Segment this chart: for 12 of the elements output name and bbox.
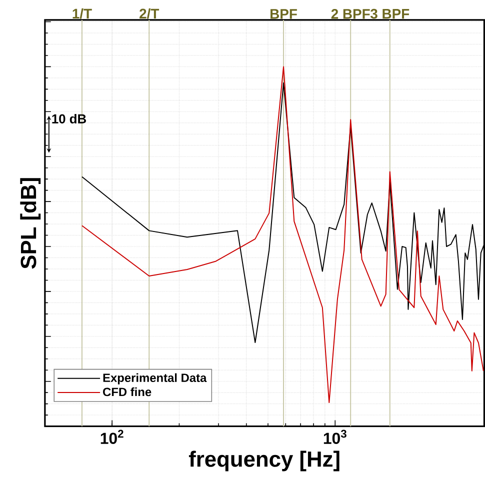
annotation: 10 dB xyxy=(52,114,86,124)
legend-label: CFD fine xyxy=(103,387,152,396)
ref-line-label: 2 BPF xyxy=(331,8,370,19)
ref-line-label: 3 BPF xyxy=(370,8,410,19)
y-axis-title: SPL [dB] xyxy=(20,178,41,269)
x-tick-label: 10$^{3}$ xyxy=(324,430,346,444)
ref-line-label: BPF xyxy=(270,9,297,19)
x-axis-title: frequency [Hz] xyxy=(188,450,340,472)
ref-line-label: 2/T xyxy=(140,8,160,19)
x-tick-label: 10$^{2}$ xyxy=(100,430,124,444)
legend-label: Experimental Data xyxy=(103,373,207,384)
ref-line-label: 1/T xyxy=(72,8,92,19)
